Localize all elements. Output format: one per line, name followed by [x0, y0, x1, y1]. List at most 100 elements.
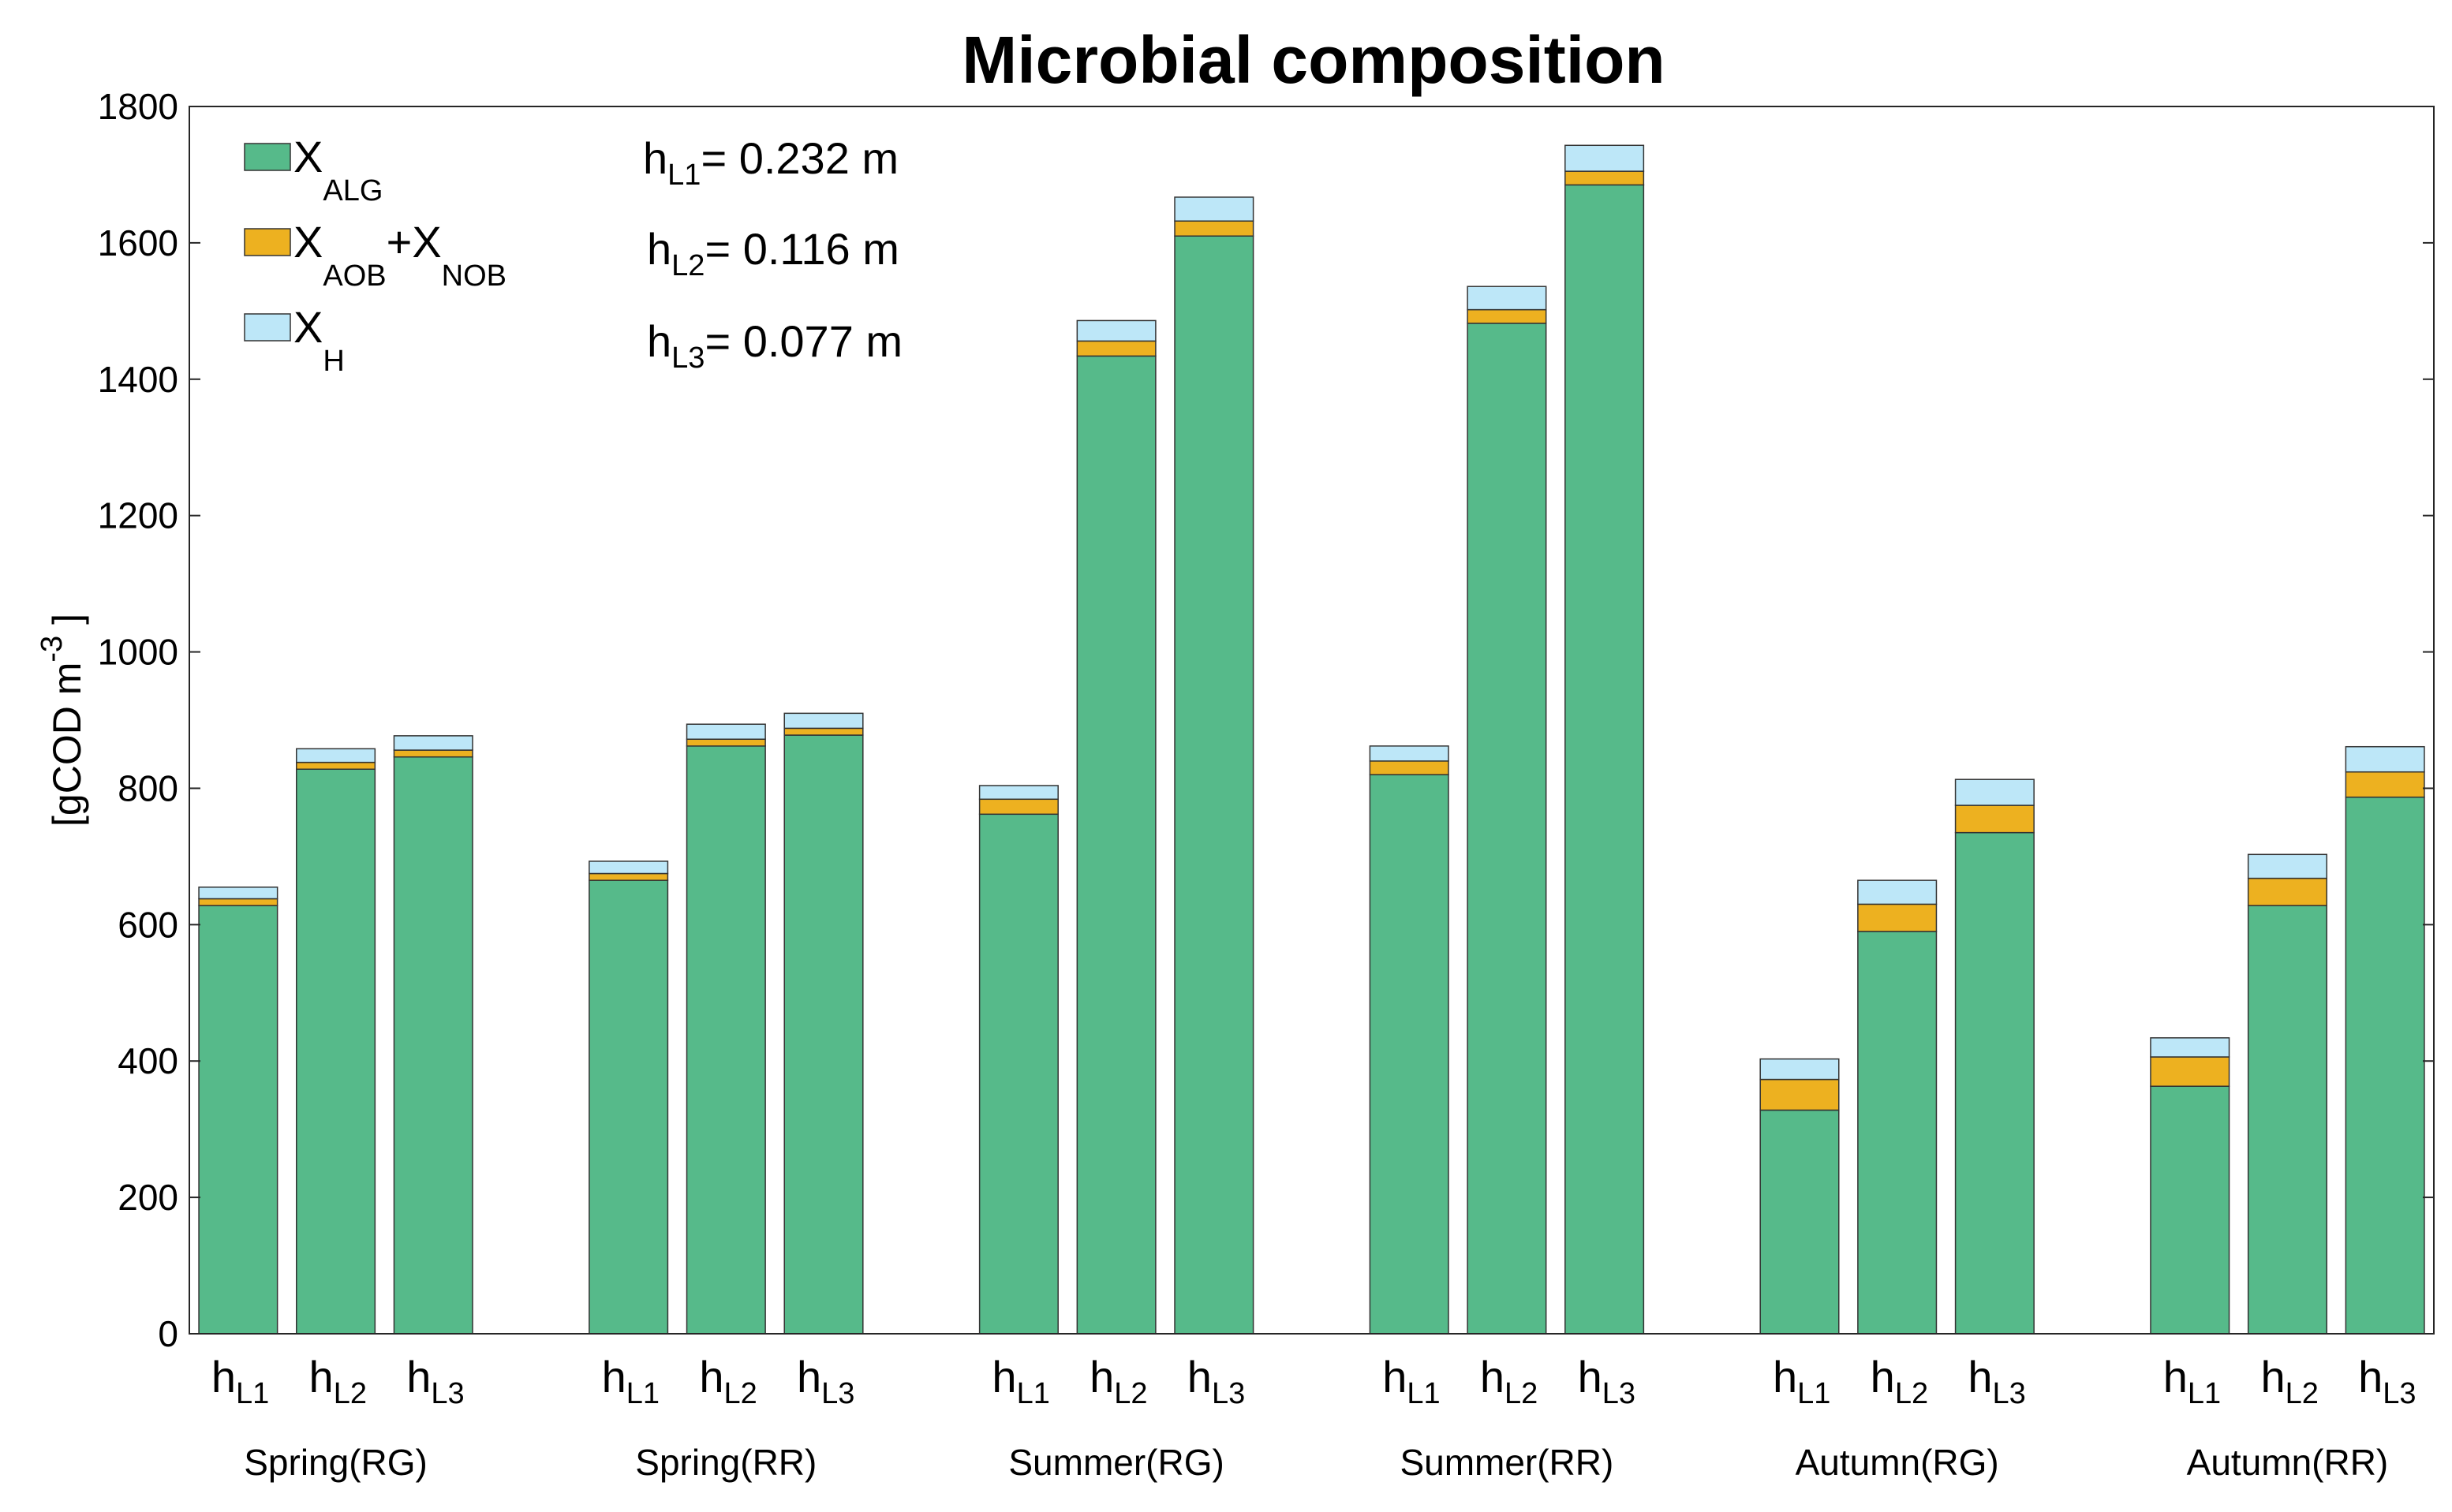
annotation-2: hL2= 0.116 m [647, 224, 899, 282]
legend-main: X [293, 217, 323, 267]
y-tick-label: 200 [118, 1177, 178, 1218]
x-tick-label: hL2 [2260, 1352, 2318, 1410]
annotation-sub: L1 [667, 159, 701, 192]
x-tick-label-main: h [602, 1352, 626, 1402]
annotation-1: hL1= 0.232 m [643, 133, 899, 192]
x-tick-label-main: h [1382, 1352, 1407, 1402]
bar-XAOB+XNOB-3-3 [1174, 220, 1254, 237]
x-tick-label: hL2 [1090, 1352, 1147, 1410]
x-tick-label-sub: L2 [1504, 1377, 1538, 1410]
y-tick-label: 1000 [98, 632, 178, 673]
bar-XAOB+XNOB-2-1 [589, 872, 669, 881]
bar-XALG-3-2 [1076, 355, 1157, 1335]
y-tick-label: 1600 [98, 222, 178, 263]
x-tick-label-main: h [992, 1352, 1016, 1402]
y-axis-label-end: ] [45, 614, 89, 636]
y-tick-label: 1400 [98, 359, 178, 400]
x-tick-label-sub: L3 [2383, 1377, 2416, 1410]
y-tick-label: 1200 [98, 495, 178, 536]
bar-XH-4-1 [1369, 745, 1449, 762]
bar-XH-5-2 [1857, 879, 1938, 905]
legend-main: X [412, 217, 441, 267]
x-tick-label: hL1 [2163, 1352, 2221, 1410]
group-label: Summer(RG) [1008, 1442, 1224, 1483]
x-tick-label-sub: L3 [1212, 1377, 1245, 1410]
legend-swatch-XH [244, 313, 291, 342]
x-tick-label-main: h [211, 1352, 236, 1402]
bar-XH-6-1 [2150, 1037, 2230, 1058]
y-axis-label-superscript: -3 [36, 636, 69, 663]
x-tick-label-sub: L3 [1602, 1377, 1635, 1410]
legend-sub: AOB [323, 259, 386, 293]
x-tick-label: hL3 [1578, 1352, 1635, 1410]
annotation-main: h [647, 316, 671, 366]
x-tick-label: hL3 [797, 1352, 854, 1410]
x-tick-label-main: h [309, 1352, 334, 1402]
bar-XH-6-3 [2345, 745, 2425, 773]
y-axis-label: [gCOD m-3 ] [36, 614, 89, 827]
x-tick-label: hL3 [1968, 1352, 2025, 1410]
bar-XALG-3-3 [1174, 235, 1254, 1335]
bar-XH-5-1 [1759, 1058, 1840, 1081]
x-tick-label-main: h [1578, 1352, 1602, 1402]
bar-XAOB+XNOB-3-2 [1076, 340, 1157, 357]
annotation-main: h [643, 133, 667, 183]
y-tick-label: 400 [118, 1040, 178, 1081]
x-tick-label-main: h [1773, 1352, 1797, 1402]
bar-XH-6-2 [2247, 853, 2327, 879]
y-axis-label-base: [gCOD m [45, 663, 89, 827]
bar-XALG-5-1 [1759, 1109, 1840, 1335]
bar-XAOB+XNOB-2-2 [686, 738, 766, 747]
x-tick-label-sub: L2 [2286, 1377, 2319, 1410]
group-label: Autumn(RG) [1796, 1442, 1999, 1483]
bar-XH-3-2 [1076, 319, 1157, 342]
bar-XAOB+XNOB-3-1 [978, 798, 1059, 816]
bar-XH-4-3 [1564, 144, 1645, 172]
x-tick-label: hL2 [699, 1352, 757, 1410]
bar-XH-4-2 [1467, 286, 1547, 311]
x-tick-label: hL2 [1480, 1352, 1538, 1410]
bar-XALG-2-3 [783, 734, 864, 1335]
annotation-value: = 0.232 m [701, 133, 899, 183]
group-label: Spring(RR) [635, 1442, 817, 1483]
annotation-3: hL3= 0.077 m [647, 316, 903, 375]
legend-swatch-XAOB+XNOB [244, 228, 291, 256]
bar-XAOB+XNOB-6-1 [2150, 1056, 2230, 1087]
y-tick-label: 600 [118, 904, 178, 945]
x-tick-label-sub: L2 [1895, 1377, 1928, 1410]
annotation-main: h [647, 224, 671, 274]
chart-title: Microbial composition [962, 23, 1665, 97]
bar-XH-1-1 [198, 887, 278, 900]
bars-layer [198, 144, 2425, 1335]
x-tick-label-main: h [2163, 1352, 2188, 1402]
x-tick-label: hL2 [1871, 1352, 1928, 1410]
bar-XH-2-1 [589, 861, 669, 875]
bar-XALG-2-1 [589, 879, 669, 1335]
bar-XALG-2-2 [686, 745, 766, 1335]
x-tick-label-main: h [406, 1352, 431, 1402]
x-tick-label: hL3 [1187, 1352, 1245, 1410]
x-tick-label: hL1 [602, 1352, 660, 1410]
bar-XALG-4-3 [1564, 184, 1645, 1335]
bar-XAOB+XNOB-4-2 [1467, 308, 1547, 324]
x-tick-label: hL2 [309, 1352, 367, 1410]
legend-label-XH: XH [293, 302, 345, 378]
legend-label-XALG: XALG [293, 132, 383, 207]
x-tick-label: hL1 [1773, 1352, 1830, 1410]
x-tick-label-main: h [2358, 1352, 2383, 1402]
bar-XALG-5-3 [1954, 831, 2035, 1335]
x-tick-label: hL1 [992, 1352, 1049, 1410]
x-tick-label: hL3 [406, 1352, 464, 1410]
bar-XALG-5-2 [1857, 931, 1938, 1335]
x-tick-label-main: h [2260, 1352, 2285, 1402]
annotation-sub: L3 [671, 342, 705, 375]
bar-XALG-3-1 [978, 813, 1059, 1335]
bar-XAOB+XNOB-5-3 [1954, 805, 2035, 834]
x-tick-label-sub: L1 [1017, 1377, 1050, 1410]
bar-XH-2-2 [686, 723, 766, 740]
legend-label-XAOB+XNOB: XAOB+XNOB [293, 217, 506, 293]
x-axis-labels: hL1 hL2 hL3 hL1 hL2 hL3 hL1 hL2 hL3 hL1 hL2 hL3 hL1 h… [211, 1352, 2416, 1483]
x-tick-label-sub: L3 [821, 1377, 854, 1410]
bar-XAOB+XNOB-1-3 [393, 749, 473, 758]
bar-XALG-6-1 [2150, 1085, 2230, 1335]
